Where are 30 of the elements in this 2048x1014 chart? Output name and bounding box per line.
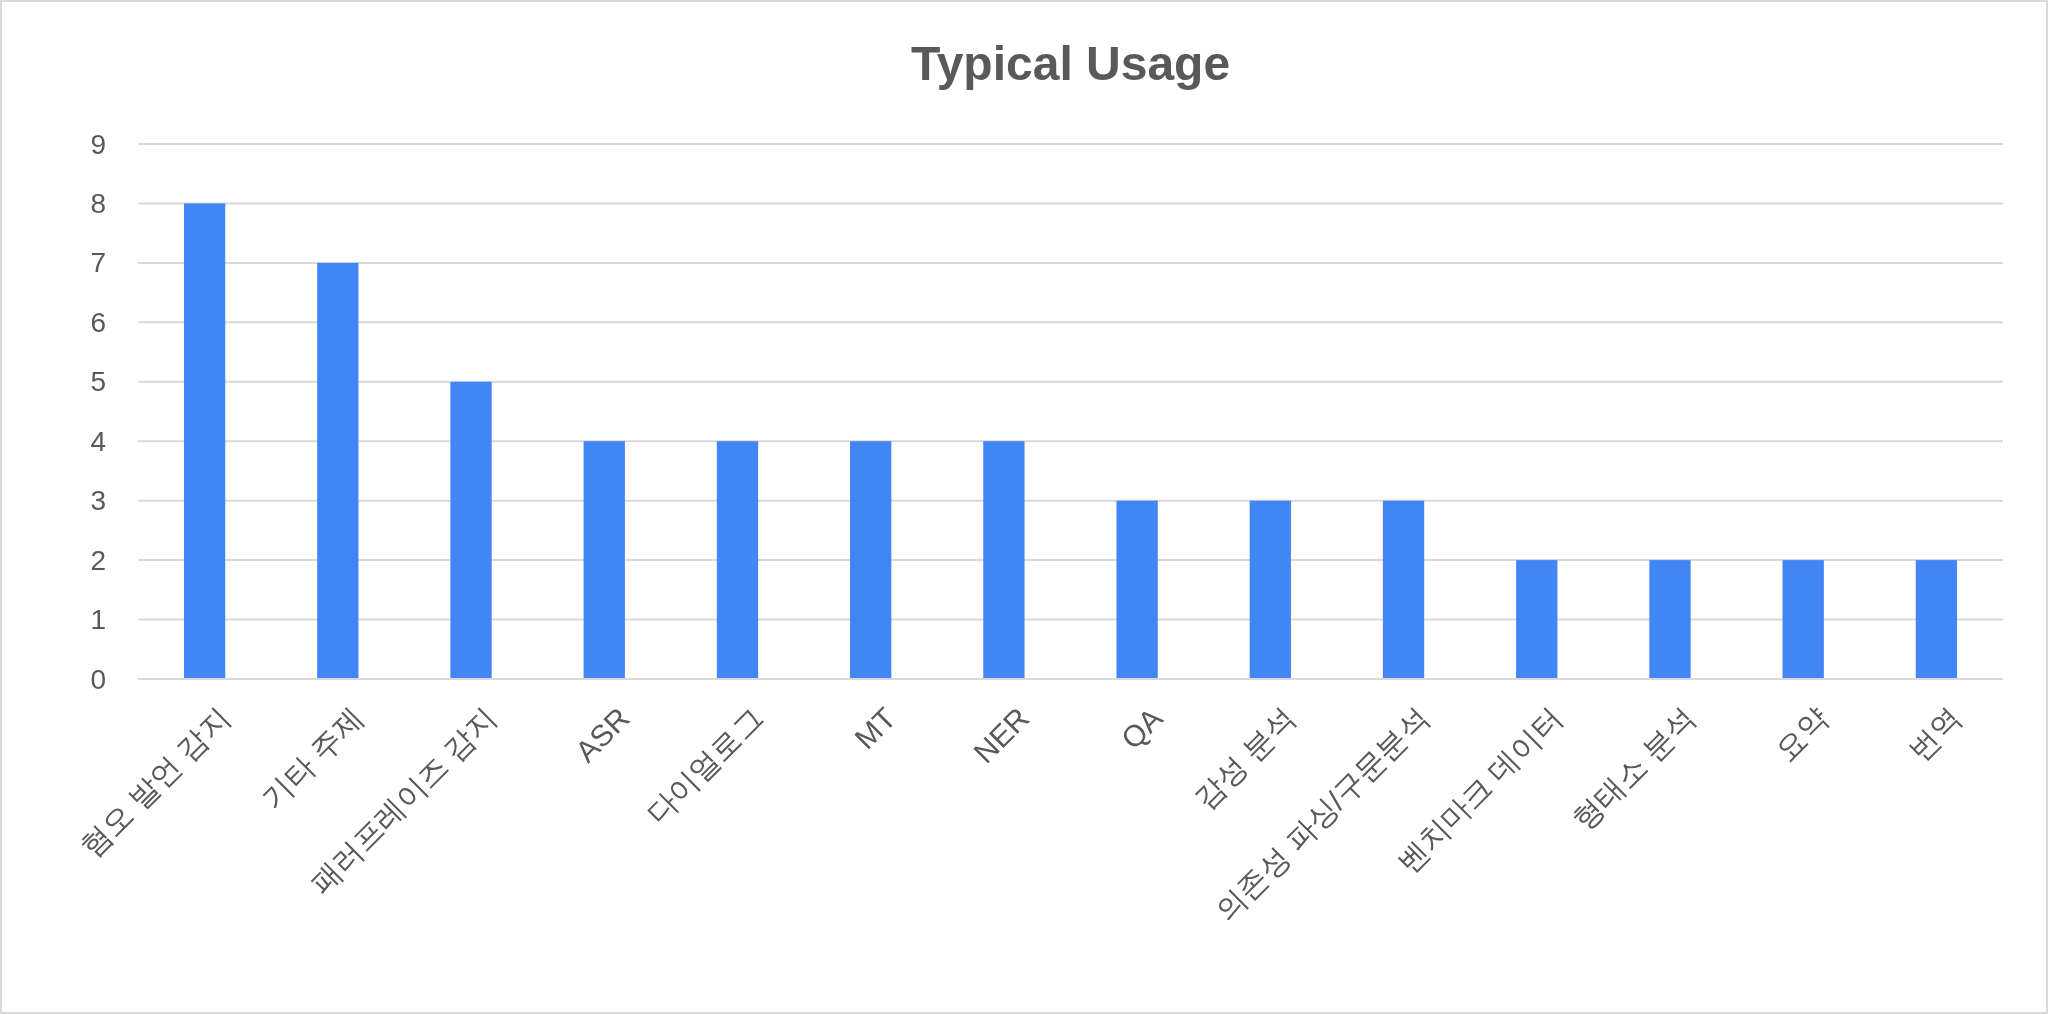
y-tick-label: 6	[90, 306, 106, 338]
x-tick-label: QA	[1114, 701, 1169, 756]
y-tick-label: 4	[90, 425, 106, 457]
bar	[983, 441, 1025, 679]
x-tick-label: 번역	[1902, 701, 1968, 767]
y-tick-label: 3	[90, 485, 106, 517]
x-tick-label: 요약	[1768, 701, 1835, 767]
x-tick-label: 혐오 발언 감지	[73, 701, 237, 864]
y-tick-label: 1	[90, 604, 106, 636]
y-tick-label: 7	[90, 247, 106, 279]
bar	[1649, 560, 1691, 679]
bar	[1382, 500, 1425, 679]
bar	[1249, 500, 1291, 679]
bar	[850, 441, 892, 679]
bar	[450, 381, 492, 679]
x-tick-label: MT	[848, 701, 903, 756]
y-tick-label: 2	[90, 544, 106, 576]
y-tick-label: 8	[90, 187, 106, 219]
y-tick-label: 9	[90, 128, 106, 160]
bar	[583, 441, 625, 679]
bar	[1915, 560, 1958, 679]
y-tick-label: 5	[90, 366, 106, 398]
bar	[317, 262, 359, 679]
bar	[1782, 560, 1824, 679]
bar	[716, 441, 759, 679]
bar	[183, 203, 226, 679]
bar	[1516, 560, 1558, 679]
y-tick-label: 0	[90, 663, 106, 695]
bar	[1116, 500, 1158, 679]
chart-title: Typical Usage	[910, 37, 1231, 90]
